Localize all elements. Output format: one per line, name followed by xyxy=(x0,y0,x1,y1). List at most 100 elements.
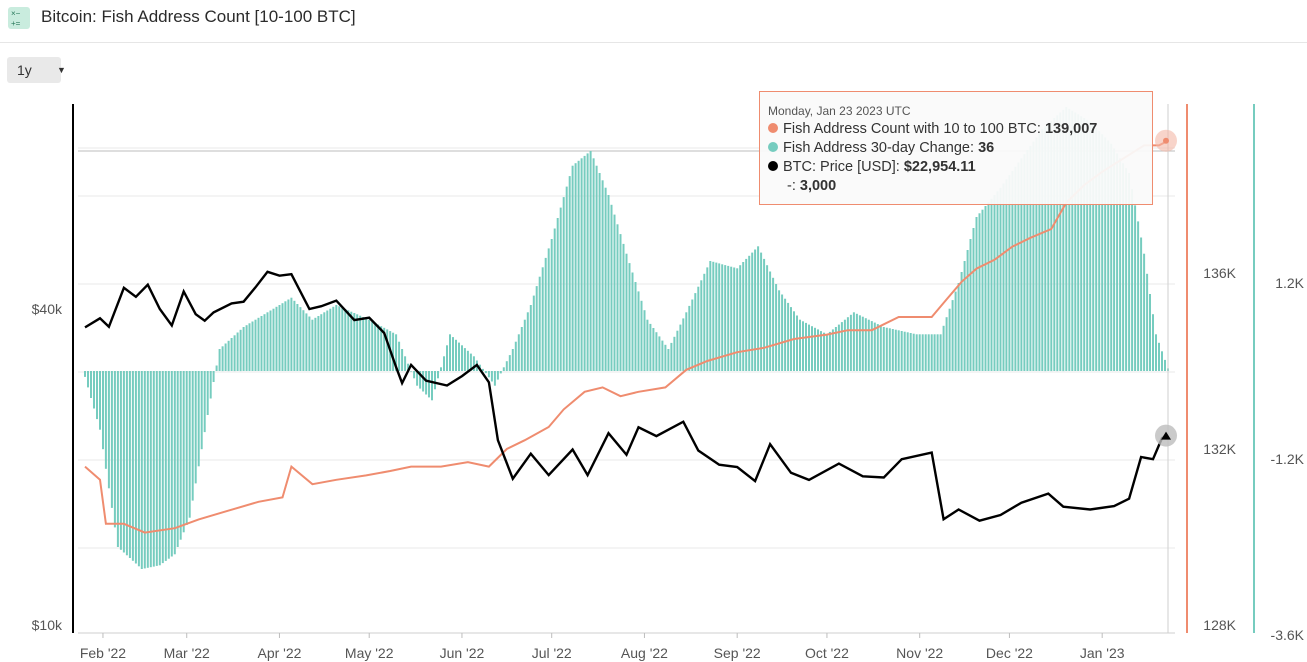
change-bar xyxy=(775,284,778,371)
change-bar xyxy=(1089,121,1092,371)
change-bar xyxy=(664,344,667,371)
change-bar xyxy=(969,239,972,371)
change-bar xyxy=(849,314,852,371)
change-bar xyxy=(616,224,619,371)
chevron-down-icon: ▼ xyxy=(57,65,66,75)
change-bar xyxy=(1098,131,1101,371)
change-bar xyxy=(407,363,410,371)
change-bar xyxy=(179,371,182,540)
change-bar xyxy=(933,334,936,371)
change-bar xyxy=(374,322,377,371)
change-bar xyxy=(260,316,263,371)
change-bar xyxy=(1035,137,1038,371)
change-bar xyxy=(107,371,110,489)
change-bar xyxy=(535,286,538,371)
change-bar xyxy=(248,323,251,371)
change-bar xyxy=(242,327,245,371)
change-bar xyxy=(1032,141,1035,371)
change-bar xyxy=(592,158,595,371)
change-bar xyxy=(691,299,694,371)
change-bar xyxy=(251,321,254,371)
change-bar xyxy=(900,331,903,371)
change-bar xyxy=(458,342,460,371)
chart-area[interactable]: Feb '22 Mar '22 Apr '22 May '22 Jun '22 Jul '… xyxy=(0,92,1307,662)
change-bar xyxy=(724,265,727,371)
change-bar xyxy=(733,267,736,371)
y-right-count-tick-label: 136K xyxy=(1203,265,1236,281)
change-bar xyxy=(882,327,885,371)
change-bar xyxy=(1146,273,1149,371)
change-bar xyxy=(837,324,840,371)
change-bar xyxy=(93,371,95,409)
change-bar xyxy=(1155,334,1157,371)
x-tick-label: Apr '22 xyxy=(258,645,302,661)
change-bar xyxy=(1083,118,1086,371)
change-bar xyxy=(906,332,909,371)
change-bar xyxy=(1005,179,1008,371)
change-bar xyxy=(113,371,116,528)
change-bar xyxy=(1095,128,1098,371)
change-bar xyxy=(748,255,751,371)
change-bar xyxy=(870,321,873,371)
change-bar xyxy=(1092,124,1095,371)
change-bar xyxy=(840,322,843,371)
change-bar xyxy=(152,371,155,567)
change-bar xyxy=(772,277,775,371)
change-bar xyxy=(820,331,822,371)
change-bar xyxy=(493,371,496,386)
tooltip-row-fish-count: Fish Address Count with 10 to 100 BTC: 1… xyxy=(768,121,1097,137)
change-bar xyxy=(1113,148,1116,371)
change-bar xyxy=(272,308,275,371)
change-bar xyxy=(945,317,948,371)
hover-marker-price xyxy=(1161,431,1171,440)
change-bar xyxy=(341,307,344,371)
y-right-change-tick-label: 1.2K xyxy=(1275,275,1304,291)
change-bar xyxy=(170,371,173,557)
tooltip-value: 3,000 xyxy=(799,178,837,194)
change-bar xyxy=(987,202,990,371)
change-bar xyxy=(1140,237,1143,371)
change-bar xyxy=(365,318,368,371)
change-bar xyxy=(709,261,712,371)
change-bar xyxy=(760,252,763,371)
change-bar xyxy=(757,246,760,371)
change-bar xyxy=(311,319,314,371)
change-bar xyxy=(110,371,113,508)
change-bar xyxy=(1002,183,1005,371)
change-bar xyxy=(601,180,604,371)
change-bar xyxy=(269,310,272,371)
change-bar xyxy=(544,257,547,371)
change-bar xyxy=(1008,175,1011,371)
change-bar xyxy=(565,186,568,371)
change-bar xyxy=(861,316,864,371)
change-bar xyxy=(308,316,311,371)
change-bar xyxy=(529,305,532,371)
time-range-dropdown[interactable]: 1y ▼ xyxy=(7,57,66,83)
change-bar xyxy=(326,310,329,371)
change-bar xyxy=(278,305,281,371)
change-bar xyxy=(1149,294,1151,371)
change-bar xyxy=(1041,129,1044,371)
change-bar xyxy=(401,349,404,371)
change-bar xyxy=(293,300,296,371)
change-bar xyxy=(329,308,332,371)
change-bar xyxy=(134,371,137,564)
change-bar xyxy=(188,371,191,518)
change-bar xyxy=(275,306,278,371)
change-bar xyxy=(619,234,622,371)
change-bar xyxy=(550,239,553,371)
change-bar xyxy=(428,371,430,398)
change-bar xyxy=(556,218,559,371)
btc-price-line xyxy=(84,270,1169,522)
change-bar xyxy=(966,250,969,371)
change-bar xyxy=(912,333,915,371)
change-bar xyxy=(787,302,790,371)
change-bar xyxy=(553,228,556,371)
change-bar xyxy=(951,300,954,371)
change-bar xyxy=(1071,110,1074,371)
change-bar xyxy=(984,206,987,371)
change-bar xyxy=(128,371,131,558)
change-bar xyxy=(1119,158,1122,371)
change-bar xyxy=(778,290,781,371)
change-bar xyxy=(377,324,380,371)
